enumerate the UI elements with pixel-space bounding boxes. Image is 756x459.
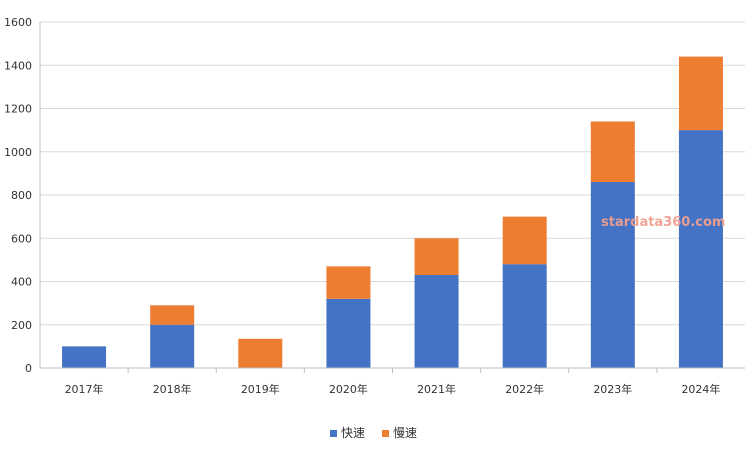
watermark-text: stardata360.com (601, 215, 725, 230)
bar-fast (502, 264, 547, 368)
y-tick-label: 1200 (4, 103, 32, 116)
bar-slow (502, 216, 547, 265)
bar-slow (150, 305, 195, 325)
bar-slow (590, 121, 635, 183)
bars (62, 56, 723, 368)
y-tick-label: 600 (11, 232, 32, 245)
x-tick-label: 2023年 (593, 382, 632, 396)
x-tick-label: 2021年 (417, 382, 456, 396)
bar-fast (326, 298, 371, 368)
legend-swatch (330, 430, 337, 437)
legend-item-slow[interactable]: 慢速 (382, 426, 417, 440)
legend-label: 快速 (341, 426, 365, 440)
y-tick-label: 400 (11, 276, 32, 289)
bar-fast (150, 324, 195, 368)
x-tick-label: 2022年 (505, 382, 544, 396)
bar-fast (414, 275, 459, 368)
x-tick-label: 2018年 (153, 382, 192, 396)
bar-fast (590, 182, 635, 368)
legend-swatch (382, 430, 389, 437)
axes: 0 200 400 600 800 1000 1200 1400 1600 2017年 2018年 2… (4, 16, 745, 396)
y-tick-label: 1400 (4, 59, 32, 72)
y-tick-label: 0 (25, 362, 32, 375)
bar-fast (62, 346, 107, 368)
bar-slow (414, 238, 459, 276)
bar-slow (238, 338, 283, 368)
legend: 快速 慢速 (330, 426, 417, 440)
gridlines (40, 21, 745, 326)
x-tick-label: 2020年 (329, 382, 368, 396)
bar-slow (678, 56, 723, 131)
x-tick-label: 2017年 (65, 382, 104, 396)
y-tick-label: 200 (11, 319, 32, 332)
y-tick-label: 800 (11, 189, 32, 202)
bar-fast (678, 130, 723, 368)
y-tick-label: 1600 (4, 16, 32, 29)
x-tick-label: 2019年 (241, 382, 280, 396)
legend-item-fast[interactable]: 快速 (330, 426, 365, 440)
legend-label: 慢速 (393, 426, 417, 440)
x-tick-label: 2024年 (681, 382, 720, 396)
y-tick-label: 1000 (4, 146, 32, 159)
bar-slow (326, 266, 371, 299)
